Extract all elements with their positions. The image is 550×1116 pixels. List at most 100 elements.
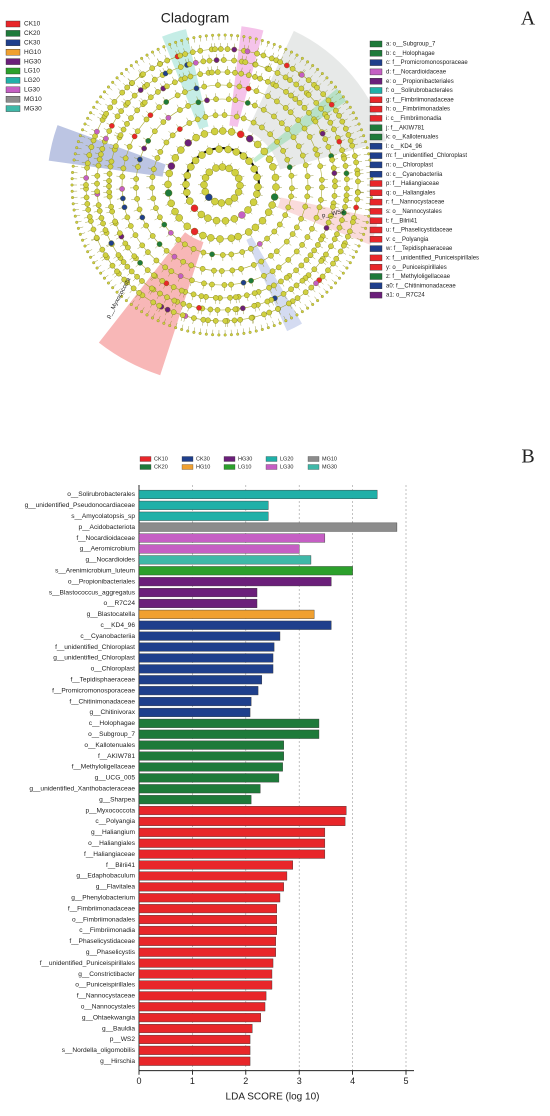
clade-node [289, 65, 296, 72]
clade-node [250, 165, 258, 173]
leaf-node [99, 271, 103, 275]
legend-swatch [307, 456, 320, 462]
leaf-node [365, 220, 369, 224]
clade-node [182, 89, 188, 95]
clade-node [131, 253, 138, 260]
leaf-node [120, 72, 124, 75]
clade-node [192, 133, 200, 142]
clade-node [265, 78, 271, 85]
leaf-node [81, 238, 84, 242]
leaf-node [83, 244, 87, 248]
leaf-node [242, 331, 246, 335]
legend-swatch [5, 49, 21, 56]
clade-node [107, 163, 114, 170]
clade-node [285, 257, 292, 263]
clade-node [280, 291, 287, 297]
bar [138, 838, 326, 848]
leaf-node [242, 35, 246, 39]
y-tick-label: c__Cyanobacteriia [80, 633, 135, 640]
clade-node [273, 248, 280, 255]
clade-node [238, 70, 245, 77]
leaf-node [86, 116, 90, 120]
legend-swatch [369, 198, 383, 206]
clade-node [289, 231, 296, 237]
legend-swatch [369, 170, 383, 178]
leaf-node [111, 80, 115, 84]
leaf-node [320, 295, 324, 298]
legend-swatch [369, 180, 383, 187]
leaf-node [248, 36, 252, 40]
clade-node [112, 218, 118, 225]
leaf-node [83, 122, 87, 126]
leaf-node [320, 72, 324, 75]
clade-node [214, 307, 221, 313]
clade-node [147, 112, 154, 118]
clade-node [284, 126, 291, 132]
legend-label: HG30 [238, 456, 252, 462]
clade-node [94, 188, 100, 195]
bar [138, 500, 269, 510]
leaf-node [78, 134, 82, 138]
leaf-node [71, 164, 75, 168]
clade-node [180, 301, 187, 307]
bar [138, 762, 283, 772]
clade-node [342, 125, 349, 132]
leaf-node [89, 255, 93, 259]
leaf-node [290, 316, 293, 320]
y-tick-label: s__Blastococcus_aggregatus [49, 589, 136, 596]
leaf-node [266, 326, 270, 330]
clade-node [315, 242, 321, 248]
legend-label: k: o__Kallotenuales [386, 135, 438, 141]
bar [138, 664, 274, 674]
clade-node [354, 189, 361, 196]
clade-node [211, 267, 217, 274]
clade-node [207, 234, 215, 242]
clade-node [328, 101, 335, 108]
clade-node [248, 277, 254, 284]
clade-node [301, 125, 308, 132]
clade-node [132, 232, 139, 238]
clade-node [193, 85, 200, 92]
clade-node [293, 282, 300, 289]
clade-node [314, 84, 320, 91]
y-tick-label: g__Nocardioides [86, 557, 136, 564]
leaf-node [360, 238, 363, 242]
clade-node [327, 119, 334, 126]
clade-node [254, 183, 262, 191]
clade-node [200, 316, 207, 323]
leaf-node [341, 95, 345, 99]
clade-node [165, 114, 172, 121]
legend-label: s: o__Nannocystales [386, 209, 442, 215]
clade-node [250, 119, 257, 126]
clade-node [302, 162, 309, 169]
clade-node [353, 204, 359, 211]
clade-node [302, 289, 309, 296]
clade-node [299, 72, 305, 78]
legend-label: u: f__Phaselicystidaceae [386, 228, 453, 234]
leaf-node [180, 39, 184, 42]
clade-node [355, 178, 361, 185]
clade-node [278, 120, 285, 126]
clade-node [343, 192, 350, 199]
y-tick-label: f__Fimbriimonadaceae [68, 905, 135, 912]
clade-node [118, 108, 124, 114]
y-tick-label: g__Chitinivorax [90, 709, 136, 716]
clade-node [237, 316, 243, 323]
leaf-node [73, 214, 77, 218]
legend-swatch [5, 86, 21, 94]
bar [138, 577, 332, 587]
bar [138, 1056, 251, 1066]
bar [138, 544, 300, 554]
legend-swatch [5, 39, 21, 46]
clade-node [288, 92, 294, 99]
legend-swatch [369, 40, 383, 48]
leaf-node [115, 76, 119, 80]
clade-node [215, 82, 221, 88]
leaf-node [334, 281, 337, 285]
clade-node [331, 193, 338, 199]
leaf-node [236, 34, 240, 38]
clade-node [234, 232, 242, 241]
leaf-node [338, 276, 342, 280]
legend-label: HG10 [24, 49, 41, 56]
legend-label: n: o__Chloroplast [386, 162, 433, 168]
